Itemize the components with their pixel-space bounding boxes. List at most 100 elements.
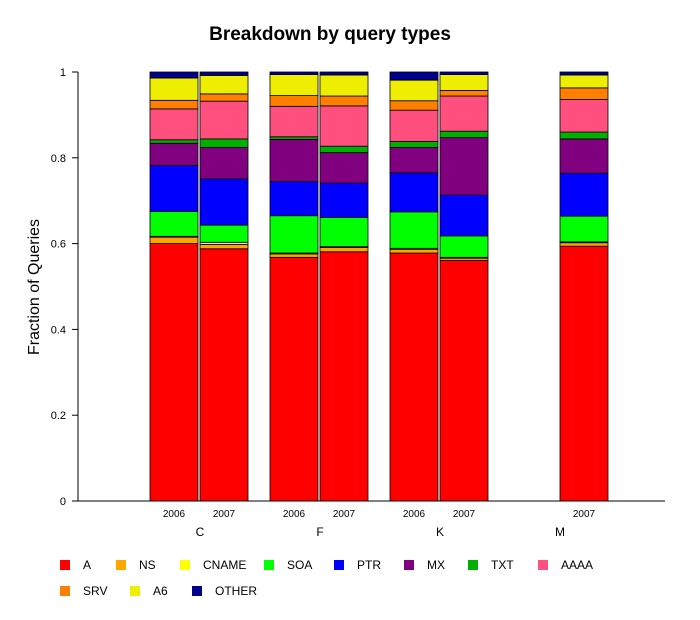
legend-label: A6 [153, 584, 168, 598]
bar-segment-aaaa [319, 105, 369, 147]
legend-swatch [264, 560, 274, 570]
bar-segment-a6 [389, 79, 439, 102]
bar-segment-mx [559, 138, 609, 174]
bar-segment-a6 [269, 74, 319, 96]
bar-segment-other [199, 71, 249, 76]
bar-segment-aaaa [439, 95, 489, 132]
y-tick-label: 0.4 [51, 324, 66, 336]
bar-segment-a [269, 256, 319, 502]
legend-item-cname: CNAME [180, 558, 246, 572]
bar-segment-a [439, 259, 489, 502]
chart-title: Breakdown by query types [209, 24, 451, 45]
legend-label: SOA [287, 558, 312, 572]
y-tick-label: 0.8 [51, 153, 66, 165]
bar-segment-ns [319, 247, 369, 253]
bar-segment-ns [199, 244, 249, 250]
bar-segment-srv [149, 99, 199, 110]
bar-segment-a [319, 251, 369, 502]
bar-C-2007 [199, 71, 249, 502]
bar-F-2007 [319, 71, 369, 502]
bar-segment-mx [389, 147, 439, 174]
legend-item-ptr: PTR [334, 558, 381, 572]
bar-segment-srv [319, 95, 369, 107]
y-tick-label: 0.2 [51, 410, 66, 422]
group-label: C [196, 525, 205, 539]
bar-segment-other [439, 71, 489, 75]
bar-segment-mx [199, 147, 249, 180]
group-label: K [436, 525, 444, 539]
bar-segment-ns [269, 253, 319, 258]
bars [149, 71, 609, 502]
legend-item-aaaa: AAAA [538, 558, 593, 572]
bar-segment-srv [439, 90, 489, 97]
bar-segment-other [319, 71, 369, 76]
bar-segment-srv [199, 93, 249, 102]
bar-segment-aaaa [199, 100, 249, 140]
bar-segment-soa [199, 224, 249, 243]
bar-segment-mx [269, 138, 319, 182]
y-axis-label: Fraction of Queries [26, 219, 43, 355]
bar-segment-soa [269, 215, 319, 254]
legend-item-srv: SRV [60, 584, 107, 598]
bar-year-label: 2006 [163, 509, 186, 520]
bar-segment-txt [559, 131, 609, 140]
legend-swatch [180, 560, 190, 570]
bar-segment-srv [269, 95, 319, 107]
bar-segment-mx [149, 142, 199, 166]
legend-label: CNAME [203, 558, 246, 572]
legend-item-soa: SOA [264, 558, 312, 572]
bar-year-label: 2006 [283, 509, 306, 520]
bar-segment-a [199, 248, 249, 502]
legend-item-mx: MX [404, 558, 445, 572]
bar-segment-txt [149, 139, 199, 144]
x-axis-labels: 2006 2007 2006 2007 2006 2007 2007 C F K M [163, 509, 596, 539]
bar-segment-srv [389, 100, 439, 111]
bar-C-2006 [149, 71, 199, 502]
bar-segment-soa [149, 211, 199, 237]
bar-K-2007 [439, 71, 489, 502]
bar-segment-a6 [559, 74, 609, 89]
bar-segment-txt [319, 145, 369, 154]
bar-segment-soa [389, 211, 439, 249]
bar-segment-other [389, 71, 439, 81]
bar-segment-txt [199, 138, 249, 148]
bar-segment-ptr [149, 165, 199, 212]
legend-swatch [192, 586, 202, 596]
bar-segment-txt [439, 130, 489, 139]
y-tick-label: 0 [60, 496, 66, 508]
legend-swatch [60, 560, 70, 570]
bar-M-2007 [559, 71, 609, 502]
legend-label: TXT [491, 558, 514, 572]
bar-segment-a [389, 252, 439, 502]
bar-K-2006 [389, 71, 439, 502]
bar-segment-other [559, 71, 609, 76]
legend-swatch [538, 560, 548, 570]
bar-segment-soa [319, 217, 369, 248]
bar-segment-soa [559, 215, 609, 243]
legend-label: A [83, 558, 91, 572]
legend-label: OTHER [215, 584, 257, 598]
bar-segment-ptr [269, 180, 319, 217]
bar-segment-mx [439, 137, 489, 196]
legend-label: SRV [83, 584, 107, 598]
legend-swatch [116, 560, 126, 570]
bar-segment-a6 [319, 74, 369, 97]
bar-segment-ptr [389, 172, 439, 213]
bar-segment-srv [559, 87, 609, 100]
bar-segment-ptr [199, 178, 249, 226]
bar-segment-mx [319, 152, 369, 184]
bar-segment-aaaa [389, 109, 439, 142]
legend-item-a6: A6 [130, 584, 168, 598]
legend-label: AAAA [561, 558, 593, 572]
bar-segment-a6 [199, 75, 249, 95]
bar-segment-ptr [439, 194, 489, 237]
legend-swatch [404, 560, 414, 570]
legend-item-ns: NS [116, 558, 156, 572]
bar-segment-txt [389, 141, 439, 148]
bar-segment-other [149, 71, 199, 79]
bar-segment-ptr [319, 182, 369, 218]
bar-segment-ns [559, 242, 609, 247]
legend-item-other: OTHER [192, 584, 257, 598]
legend: A NS CNAME SOA PTR MX TXT AAAA SRV A6 OTHER [60, 558, 593, 598]
